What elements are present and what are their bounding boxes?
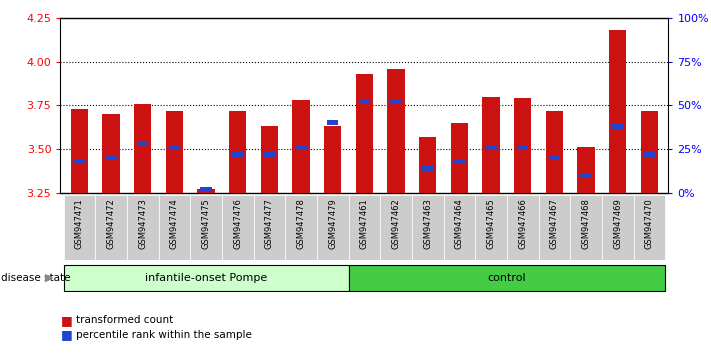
Bar bbox=[222, 195, 254, 260]
Bar bbox=[580, 173, 592, 178]
Bar bbox=[577, 147, 594, 193]
Bar bbox=[102, 114, 119, 193]
Bar bbox=[514, 98, 531, 193]
Bar bbox=[191, 195, 222, 260]
Bar bbox=[612, 124, 624, 129]
Text: GSM947467: GSM947467 bbox=[550, 198, 559, 249]
Bar bbox=[634, 195, 665, 260]
Bar bbox=[229, 110, 247, 193]
Bar bbox=[295, 145, 306, 150]
Bar bbox=[549, 155, 560, 160]
Text: percentile rank within the sample: percentile rank within the sample bbox=[76, 330, 252, 339]
Text: GSM947474: GSM947474 bbox=[170, 198, 179, 249]
Text: GSM947463: GSM947463 bbox=[423, 198, 432, 249]
Text: disease state: disease state bbox=[1, 273, 70, 283]
Text: ▶: ▶ bbox=[45, 273, 53, 283]
Bar bbox=[95, 195, 127, 260]
Bar bbox=[380, 195, 412, 260]
Bar bbox=[134, 104, 151, 193]
Text: GSM947469: GSM947469 bbox=[613, 198, 622, 249]
Bar bbox=[166, 110, 183, 193]
Bar bbox=[451, 123, 468, 193]
Text: GSM947461: GSM947461 bbox=[360, 198, 369, 249]
Text: transformed count: transformed count bbox=[76, 315, 173, 325]
Bar bbox=[356, 74, 373, 193]
Text: GSM947479: GSM947479 bbox=[328, 198, 337, 249]
Bar bbox=[643, 152, 655, 157]
Bar bbox=[422, 166, 434, 171]
Bar bbox=[570, 195, 602, 260]
Bar bbox=[201, 187, 212, 192]
Text: GSM947468: GSM947468 bbox=[582, 198, 591, 249]
Bar bbox=[285, 195, 317, 260]
Bar bbox=[641, 110, 658, 193]
Bar bbox=[324, 126, 341, 193]
Text: GSM947466: GSM947466 bbox=[518, 198, 527, 249]
Bar bbox=[159, 195, 191, 260]
Bar bbox=[517, 145, 528, 150]
Text: GSM947470: GSM947470 bbox=[645, 198, 654, 249]
Bar bbox=[348, 195, 380, 260]
Text: GSM947472: GSM947472 bbox=[107, 198, 116, 249]
Bar bbox=[63, 195, 95, 260]
Bar bbox=[454, 159, 465, 164]
Bar bbox=[261, 126, 278, 193]
Text: infantile-onset Pompe: infantile-onset Pompe bbox=[145, 273, 267, 283]
Bar bbox=[390, 99, 402, 104]
Bar bbox=[169, 145, 180, 150]
Text: GSM947475: GSM947475 bbox=[202, 198, 210, 249]
Bar bbox=[444, 195, 475, 260]
Text: GSM947471: GSM947471 bbox=[75, 198, 84, 249]
Bar bbox=[359, 99, 370, 104]
Bar bbox=[482, 97, 500, 193]
Bar bbox=[198, 189, 215, 193]
Bar bbox=[127, 195, 159, 260]
Bar bbox=[538, 195, 570, 260]
Text: GSM947465: GSM947465 bbox=[486, 198, 496, 249]
Bar bbox=[105, 155, 117, 160]
Bar bbox=[609, 30, 626, 193]
Bar bbox=[70, 109, 88, 193]
Bar bbox=[602, 195, 634, 260]
Bar bbox=[475, 195, 507, 260]
Bar bbox=[507, 195, 538, 260]
Bar bbox=[412, 195, 444, 260]
Text: GSM947477: GSM947477 bbox=[265, 198, 274, 249]
Bar bbox=[419, 137, 437, 193]
Bar bbox=[486, 145, 497, 150]
Bar bbox=[74, 159, 85, 164]
Text: GSM947476: GSM947476 bbox=[233, 198, 242, 249]
Text: ■: ■ bbox=[60, 314, 73, 327]
Text: GSM947464: GSM947464 bbox=[455, 198, 464, 249]
Bar bbox=[387, 69, 405, 193]
Text: control: control bbox=[488, 273, 526, 283]
Text: GSM947473: GSM947473 bbox=[138, 198, 147, 249]
Bar bbox=[137, 141, 149, 146]
Bar bbox=[232, 152, 243, 157]
Bar bbox=[545, 110, 563, 193]
Bar bbox=[348, 265, 665, 291]
Text: GSM947478: GSM947478 bbox=[296, 198, 306, 249]
Bar bbox=[254, 195, 285, 260]
Bar bbox=[292, 100, 310, 193]
Bar bbox=[327, 120, 338, 125]
Text: ■: ■ bbox=[60, 328, 73, 341]
Text: GSM947462: GSM947462 bbox=[392, 198, 400, 249]
Bar bbox=[264, 152, 275, 157]
Bar bbox=[317, 195, 348, 260]
Bar bbox=[63, 265, 348, 291]
